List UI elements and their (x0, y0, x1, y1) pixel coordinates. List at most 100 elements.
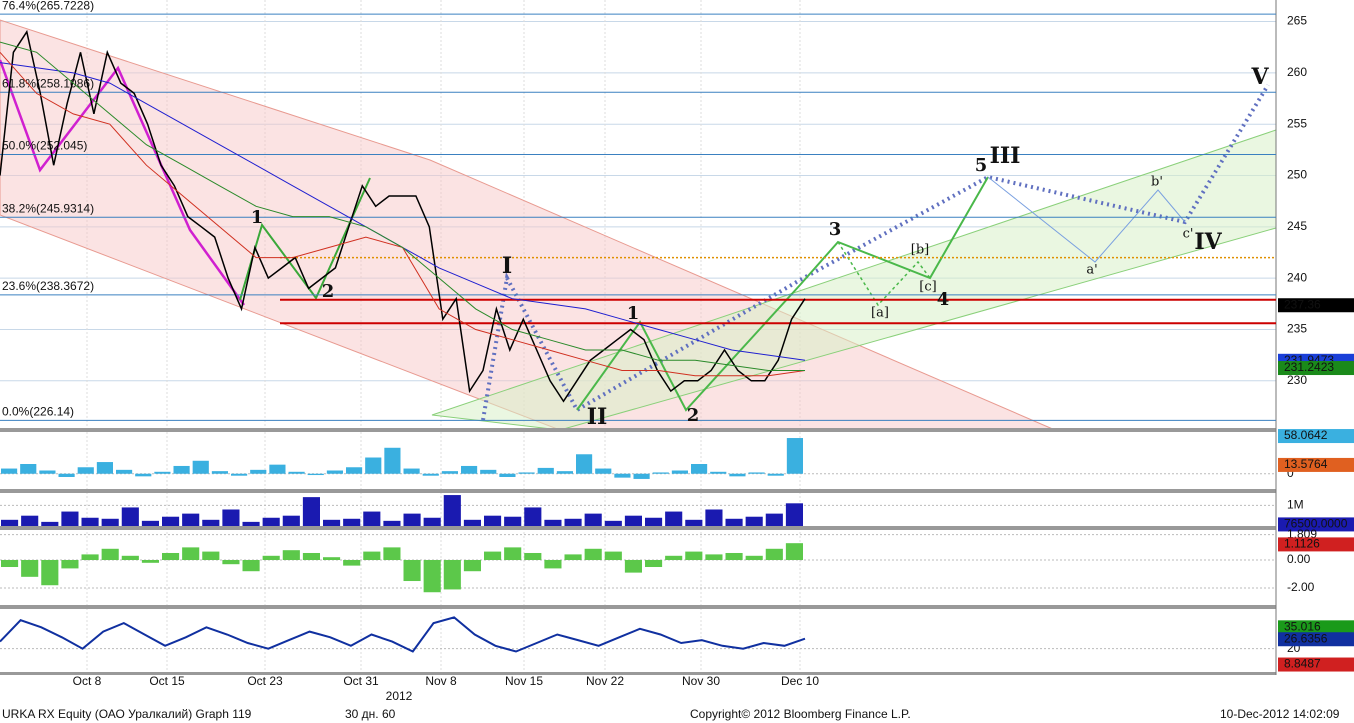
wave-label: [b] (911, 243, 929, 258)
bar (302, 552, 320, 560)
bar (441, 471, 458, 474)
value-tag-label: 8.8487 (1284, 657, 1321, 671)
value-tag-label: 76500.0000 (1284, 517, 1348, 531)
y-tick-label: 1M (1287, 498, 1304, 512)
bar (1, 468, 18, 474)
bar (1, 519, 19, 526)
fib-label: 50.0%(252.045) (2, 139, 87, 153)
wave-label: b' (1151, 175, 1163, 190)
bar (211, 471, 228, 474)
value-tag-label: 35.016 (1284, 619, 1321, 633)
bar (725, 518, 743, 526)
wave-label: 5 (975, 155, 988, 176)
wave-label: [a] (871, 306, 889, 321)
fib-label: 61.8%(258.1086) (2, 76, 94, 90)
bar (343, 518, 361, 526)
bar (121, 555, 139, 560)
bar (101, 518, 119, 526)
price-line (0, 29, 806, 403)
bar (141, 560, 159, 563)
y-tick-label: 245 (1287, 219, 1307, 233)
y-tick-label: -2.00 (1287, 580, 1315, 594)
value-tag (1278, 517, 1354, 532)
bar (269, 464, 286, 474)
bar (461, 465, 478, 474)
bar (242, 560, 260, 572)
bar (745, 516, 763, 526)
bar (307, 473, 324, 476)
bar (58, 473, 75, 477)
bar (81, 554, 99, 560)
bar (556, 471, 573, 474)
bar (135, 473, 152, 477)
bar (242, 521, 260, 526)
wave-label: I (502, 253, 512, 279)
bar (231, 473, 248, 476)
bar (785, 543, 803, 560)
bar (729, 473, 746, 477)
bar (745, 555, 763, 560)
bar (262, 555, 280, 560)
bar (326, 470, 343, 474)
bar (182, 513, 200, 526)
wave-label: [c] (919, 280, 936, 295)
x-sublabel: 2012 (386, 689, 413, 703)
bar (323, 557, 341, 560)
value-tag-label: 1.1126 (1284, 537, 1320, 551)
bar (443, 560, 461, 590)
x-tick-label: Oct 8 (73, 674, 102, 688)
bar (786, 438, 803, 474)
fib-label: 38.2%(245.9314) (2, 201, 94, 215)
x-tick-label: Oct 23 (247, 674, 283, 688)
bar (363, 551, 381, 560)
bar (383, 547, 401, 560)
value-tag (1278, 429, 1354, 444)
bar (365, 457, 382, 474)
bar (173, 465, 190, 474)
bar (504, 516, 522, 526)
bar (202, 519, 220, 526)
bar (765, 548, 783, 560)
bar (423, 517, 441, 526)
bar (524, 552, 542, 560)
bar (282, 550, 300, 560)
bar (544, 519, 562, 526)
bar (384, 447, 401, 474)
panel-separators (0, 0, 1277, 675)
bar (725, 552, 743, 560)
wave-label: III (990, 143, 1021, 169)
wave-label: c' (1183, 227, 1194, 242)
value-tag-label: 237.36 (1284, 297, 1321, 311)
bar (61, 511, 79, 526)
y-tick-label: 260 (1287, 65, 1307, 79)
bar (222, 509, 240, 526)
bar (162, 516, 180, 526)
bar (116, 469, 133, 474)
bar (182, 547, 200, 560)
fib-label: 0.0%(226.14) (2, 405, 74, 419)
bar (192, 460, 209, 474)
bar (584, 548, 602, 560)
bar (604, 520, 622, 526)
bar (499, 473, 516, 477)
bar (403, 468, 420, 474)
y-tick-label: 250 (1287, 168, 1307, 182)
bar (1, 560, 19, 568)
bar (343, 560, 361, 566)
bar (81, 517, 99, 526)
bar (463, 519, 481, 526)
bar (222, 560, 240, 565)
value-tag (1278, 361, 1354, 376)
wave-label: V (1250, 64, 1269, 90)
bar (21, 560, 39, 577)
bar (41, 521, 59, 526)
x-tick-label: Nov 8 (425, 674, 457, 688)
value-tag-label: 13.5764 (1284, 457, 1328, 471)
fib-label: 76.4%(265.7228) (2, 0, 94, 12)
bar (302, 497, 320, 526)
y-tick-label: 0.00 (1287, 552, 1311, 566)
bar (504, 547, 522, 560)
footer-security: URKA RX Equity (ОАО Уралкалий) Graph 119 (2, 707, 252, 721)
bar (710, 471, 727, 474)
